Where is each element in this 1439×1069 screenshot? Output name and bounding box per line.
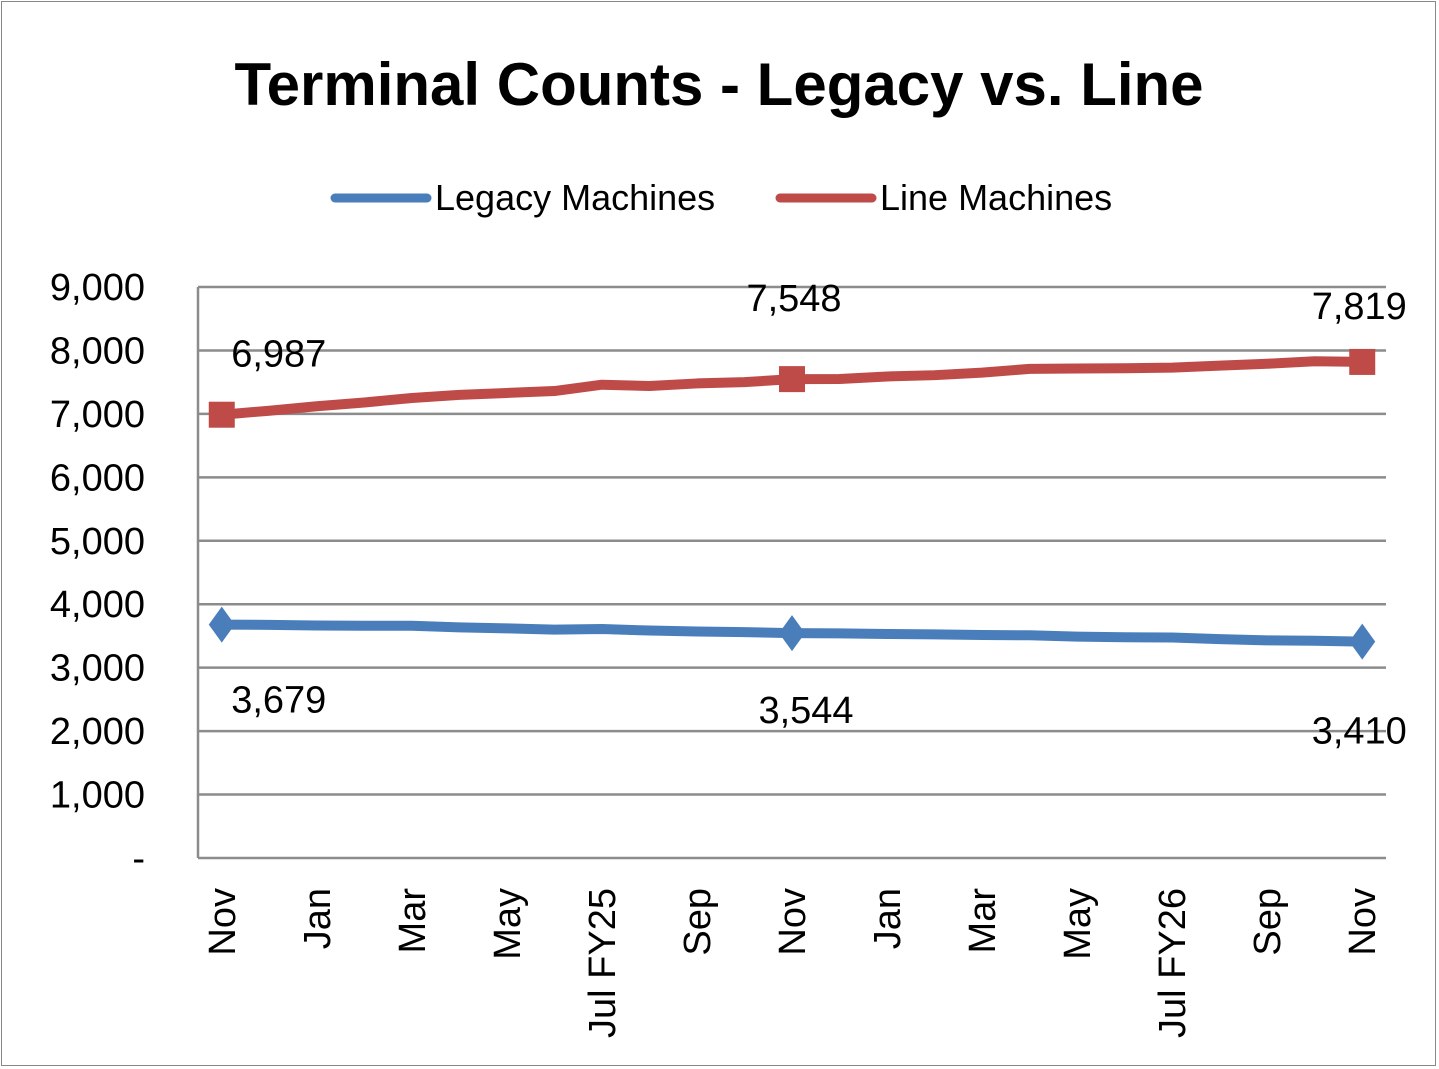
y-tick-label: 2,000 bbox=[50, 711, 145, 753]
x-tick-label: Nov bbox=[772, 888, 814, 956]
series-group: 3,679 3,544 3,410 6,987 7,548 7,819 bbox=[208, 278, 1407, 753]
x-tick-label: May bbox=[487, 888, 529, 960]
x-tick-label: Sep bbox=[677, 888, 719, 956]
y-tick-label: 8,000 bbox=[50, 330, 145, 372]
data-point-marker bbox=[779, 366, 805, 393]
data-point-marker bbox=[208, 606, 235, 643]
data-point-marker bbox=[1349, 348, 1376, 375]
data-label: 3,410 bbox=[1312, 711, 1407, 753]
gridlines bbox=[198, 285, 1386, 796]
x-tick-label: Jan bbox=[297, 888, 339, 949]
x-tick-label: Nov bbox=[202, 888, 244, 956]
y-tick-label: 1,000 bbox=[50, 775, 145, 817]
axes: - 1,000 2,000 3,000 4,000 5,000 6,000 7,000 8,00… bbox=[50, 267, 1386, 1038]
x-tick-label: May bbox=[1057, 888, 1099, 960]
y-tick-label: 5,000 bbox=[50, 521, 145, 563]
legend: Legacy Machines Line Machines bbox=[330, 177, 1112, 218]
legend-label: Line Machines bbox=[880, 177, 1112, 218]
data-point-marker bbox=[1349, 623, 1376, 660]
y-tick-label: 6,000 bbox=[50, 457, 145, 499]
y-tick-label: - bbox=[132, 838, 145, 880]
y-tick-label: 4,000 bbox=[50, 584, 145, 626]
x-tick-label: Jul FY25 bbox=[582, 888, 624, 1038]
data-label: 7,548 bbox=[746, 278, 841, 320]
data-label: 7,819 bbox=[1312, 286, 1407, 328]
x-tick-label: Mar bbox=[962, 888, 1004, 954]
data-label: 3,679 bbox=[231, 680, 326, 722]
y-tick-label: 7,000 bbox=[50, 394, 145, 436]
y-tick-label: 9,000 bbox=[50, 267, 145, 309]
data-point-marker bbox=[779, 615, 805, 652]
y-tick-label: 3,000 bbox=[50, 648, 145, 690]
data-label: 6,987 bbox=[231, 334, 326, 376]
data-label: 3,544 bbox=[758, 690, 853, 732]
data-point-marker bbox=[208, 401, 235, 428]
x-tick-label: Mar bbox=[392, 888, 434, 954]
x-tick-label: Jan bbox=[867, 888, 909, 949]
legend-label: Legacy Machines bbox=[435, 177, 715, 218]
chart-title: Terminal Counts - Legacy vs. Line bbox=[234, 51, 1203, 118]
x-tick-label: Jul FY26 bbox=[1152, 888, 1194, 1038]
x-tick-label: Sep bbox=[1247, 888, 1289, 956]
x-tick-label: Nov bbox=[1342, 888, 1384, 956]
